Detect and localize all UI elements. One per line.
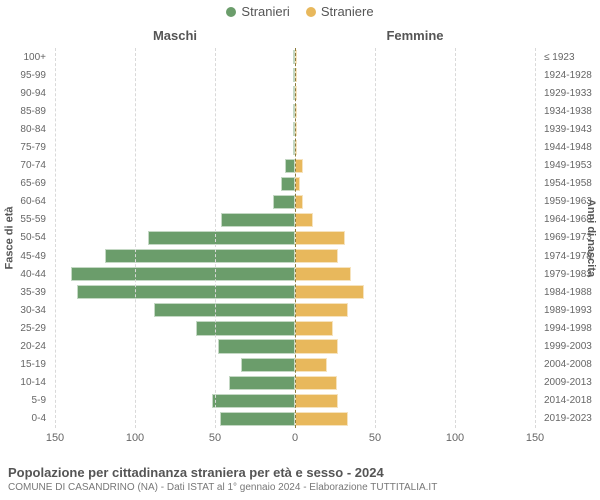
column-headers: Maschi Femmine [55, 28, 535, 43]
age-label: 55-59 [0, 211, 50, 229]
bar-male [148, 231, 295, 245]
birth-label: 2014-2018 [540, 392, 600, 410]
age-label: 70-74 [0, 157, 50, 175]
col-header-male: Maschi [55, 28, 295, 43]
birth-label: 1979-1983 [540, 265, 600, 283]
age-label: 30-34 [0, 301, 50, 319]
bar-male [154, 303, 295, 317]
x-tick: 50 [209, 432, 221, 444]
age-label: 5-9 [0, 392, 50, 410]
age-label: 40-44 [0, 265, 50, 283]
bar-female [295, 285, 364, 299]
age-label: 80-84 [0, 120, 50, 138]
age-label: 50-54 [0, 229, 50, 247]
bar-male [218, 339, 295, 353]
birth-label: 1999-2003 [540, 338, 600, 356]
age-label: 15-19 [0, 356, 50, 374]
birth-label: 1944-1948 [540, 138, 600, 156]
bar-female [295, 195, 303, 209]
bar-female [295, 267, 351, 281]
age-label: 85-89 [0, 102, 50, 120]
bar-male [220, 412, 295, 426]
bar-female [295, 376, 337, 390]
chart-title: Popolazione per cittadinanza straniera p… [8, 465, 592, 481]
age-label: 65-69 [0, 175, 50, 193]
title-block: Popolazione per cittadinanza straniera p… [8, 465, 592, 494]
age-label: 90-94 [0, 84, 50, 102]
birth-label: 1974-1978 [540, 247, 600, 265]
bar-male [77, 285, 295, 299]
birth-label: 1964-1968 [540, 211, 600, 229]
bar-female [295, 213, 313, 227]
x-axis: 15010050050100150 [55, 428, 535, 448]
age-label: 60-64 [0, 193, 50, 211]
bar-female [295, 159, 303, 173]
age-label: 95-99 [0, 66, 50, 84]
bar-male [285, 159, 295, 173]
birth-label: 1954-1958 [540, 175, 600, 193]
age-label: 35-39 [0, 283, 50, 301]
age-label: 10-14 [0, 374, 50, 392]
center-axis-line [295, 48, 296, 428]
bar-male [229, 376, 295, 390]
x-tick: 100 [446, 432, 464, 444]
bar-female [295, 358, 327, 372]
bar-male [71, 267, 295, 281]
bar-male [196, 321, 295, 335]
legend: Stranieri Straniere [0, 4, 600, 19]
bar-female [295, 249, 338, 263]
col-header-female: Femmine [295, 28, 535, 43]
bar-male [241, 358, 295, 372]
legend-label-female: Straniere [321, 4, 374, 19]
legend-item-male: Stranieri [226, 4, 289, 19]
bar-female [295, 412, 348, 426]
birth-label: 1924-1928 [540, 66, 600, 84]
age-label: 75-79 [0, 138, 50, 156]
legend-swatch-male [226, 7, 236, 17]
birth-label: 1994-1998 [540, 319, 600, 337]
birth-label: 1939-1943 [540, 120, 600, 138]
bar-female [295, 321, 333, 335]
bar-male [273, 195, 295, 209]
chart-subtitle: COMUNE DI CASANDRINO (NA) - Dati ISTAT a… [8, 481, 592, 494]
x-tick: 100 [126, 432, 144, 444]
legend-label-male: Stranieri [241, 4, 289, 19]
age-label: 0-4 [0, 410, 50, 428]
age-label: 45-49 [0, 247, 50, 265]
age-label: 25-29 [0, 319, 50, 337]
birth-label: 1929-1933 [540, 84, 600, 102]
x-tick: 150 [46, 432, 64, 444]
birth-label: 1969-1973 [540, 229, 600, 247]
birth-labels: ≤ 19231924-19281929-19331934-19381939-19… [540, 48, 600, 428]
birth-label: 1984-1988 [540, 283, 600, 301]
legend-item-female: Straniere [306, 4, 374, 19]
x-tick: 150 [526, 432, 544, 444]
birth-label: 1989-1993 [540, 301, 600, 319]
bar-female [295, 303, 348, 317]
legend-swatch-female [306, 7, 316, 17]
bar-male [221, 213, 295, 227]
birth-label: 2009-2013 [540, 374, 600, 392]
x-tick: 50 [369, 432, 381, 444]
bar-female [295, 231, 345, 245]
birth-label: 1949-1953 [540, 157, 600, 175]
bar-female [295, 394, 338, 408]
age-labels: 100+95-9990-9485-8980-8475-7970-7465-696… [0, 48, 50, 428]
bar-male [105, 249, 295, 263]
birth-label: 2004-2008 [540, 356, 600, 374]
birth-label: ≤ 1923 [540, 48, 600, 66]
bar-male [212, 394, 295, 408]
age-label: 100+ [0, 48, 50, 66]
chart-container: Stranieri Straniere Maschi Femmine Fasce… [0, 0, 600, 500]
bar-male [281, 177, 295, 191]
x-tick: 0 [292, 432, 298, 444]
bar-female [295, 339, 338, 353]
birth-label: 1959-1963 [540, 193, 600, 211]
plot-area [55, 48, 535, 428]
birth-label: 1934-1938 [540, 102, 600, 120]
age-label: 20-24 [0, 338, 50, 356]
birth-label: 2019-2023 [540, 410, 600, 428]
